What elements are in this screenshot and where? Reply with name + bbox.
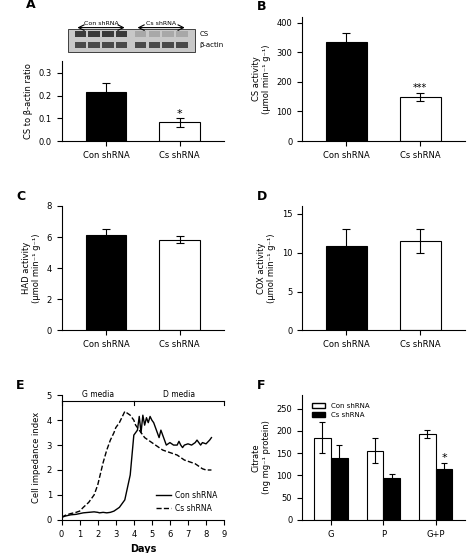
Text: Con shRNA: Con shRNA [83,22,118,27]
Cs shRNA [160,447,165,453]
Legend: Con shRNA, Cs shRNA: Con shRNA, Cs shRNA [309,400,373,421]
Cs shRNA [196,463,201,469]
Bar [383,478,400,520]
FancyBboxPatch shape [135,41,146,48]
Bar [86,234,126,331]
Text: CS: CS [200,32,209,37]
Bar [419,434,436,520]
X-axis label: Days: Days [130,544,156,553]
Y-axis label: COX activity
(μmol min⁻¹ g⁻¹): COX activity (μmol min⁻¹ g⁻¹) [257,233,276,303]
Text: A: A [26,0,36,11]
Bar [436,468,453,520]
Text: *: * [177,109,182,119]
Cs shRNA [149,439,155,446]
Text: Cs shRNA: Cs shRNA [146,22,176,27]
Text: D: D [256,190,267,203]
Bar [159,122,200,141]
FancyBboxPatch shape [162,31,173,38]
Con shRNA [209,434,214,441]
Cs shRNA [153,442,158,448]
Bar [86,92,126,141]
Line: Cs shRNA: Cs shRNA [62,411,211,517]
Cs shRNA [122,408,128,415]
Y-axis label: CS activity
(μmol min⁻¹ g⁻¹): CS activity (μmol min⁻¹ g⁻¹) [252,44,271,113]
Cs shRNA [180,456,185,462]
Text: E: E [16,379,25,392]
Con shRNA [167,439,173,446]
FancyBboxPatch shape [162,41,173,48]
Bar [159,240,200,331]
Cs shRNA [104,447,109,453]
Con shRNA [135,427,140,434]
Cs shRNA [209,467,214,473]
Bar [326,42,367,141]
Text: β-actin: β-actin [200,41,224,48]
Bar [400,97,440,141]
Con shRNA [153,424,158,431]
FancyBboxPatch shape [148,31,160,38]
Text: G media: G media [82,390,114,399]
FancyBboxPatch shape [74,41,86,48]
Y-axis label: Citrate
(ng mg⁻¹ protein): Citrate (ng mg⁻¹ protein) [252,421,271,494]
Line: Con shRNA: Con shRNA [62,415,211,517]
FancyBboxPatch shape [102,41,114,48]
FancyBboxPatch shape [176,41,188,48]
FancyBboxPatch shape [74,31,86,38]
Text: B: B [256,1,266,13]
FancyBboxPatch shape [176,31,188,38]
Y-axis label: CS to β-actin ratio: CS to β-actin ratio [24,63,33,139]
FancyBboxPatch shape [135,31,146,38]
Con shRNA [140,412,146,419]
Bar [326,246,367,331]
Y-axis label: Cell impedance index: Cell impedance index [32,412,41,503]
FancyBboxPatch shape [102,31,114,38]
Bar [400,241,440,331]
FancyBboxPatch shape [116,41,128,48]
Bar [331,457,347,520]
Text: *: * [441,453,447,463]
Bar [366,451,383,520]
Text: D media: D media [163,390,195,399]
FancyBboxPatch shape [89,31,100,38]
Legend: Con shRNA, Cs shRNA: Con shRNA, Cs shRNA [153,488,220,516]
Con shRNA [158,427,164,434]
FancyBboxPatch shape [148,41,160,48]
Text: ***: *** [413,83,428,93]
Con shRNA [97,509,102,516]
FancyBboxPatch shape [89,41,100,48]
FancyBboxPatch shape [116,31,128,38]
Bar [314,437,331,520]
Y-axis label: HAD activity
(μmol min⁻¹ g⁻¹): HAD activity (μmol min⁻¹ g⁻¹) [22,233,41,303]
Con shRNA [156,434,162,441]
Text: F: F [256,379,265,392]
FancyBboxPatch shape [68,29,195,52]
Con shRNA [59,514,64,520]
Cs shRNA [59,514,64,520]
Text: C: C [16,190,25,203]
